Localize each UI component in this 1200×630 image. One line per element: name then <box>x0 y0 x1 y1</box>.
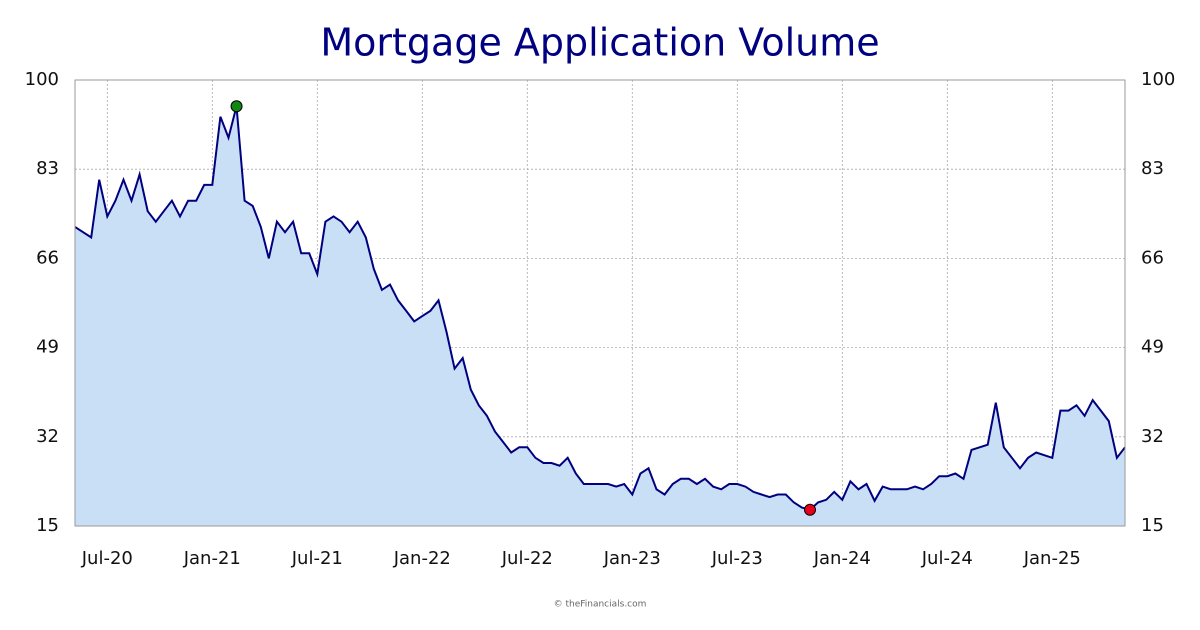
y-tick-label: 32 <box>36 426 59 447</box>
footer: © theFinancials.com <box>554 600 647 610</box>
plot-frame <box>74 79 1126 527</box>
y-tick-label: 100 <box>1141 69 1175 90</box>
y-tick-label: 66 <box>36 247 59 268</box>
x-tick-label: Jan-21 <box>183 548 241 569</box>
y-tick-label: 49 <box>1141 337 1164 358</box>
x-tick-label: Jul-23 <box>711 548 763 569</box>
y-tick-label: 32 <box>1141 426 1164 447</box>
line <box>74 105 1126 511</box>
x-tick-label: Jul-20 <box>81 548 133 569</box>
x-tick-label: Jul-21 <box>291 548 343 569</box>
y-tick-label: 15 <box>1141 515 1164 536</box>
y-tick-label: 66 <box>1141 247 1164 268</box>
y-tick-label: 15 <box>36 515 59 536</box>
x-tick-label: Jan-24 <box>813 548 871 569</box>
x-tick-label: Jan-25 <box>1023 548 1081 569</box>
y-tick-label: 83 <box>36 158 59 179</box>
y-tick-label: 83 <box>1141 158 1164 179</box>
chart-title: Mortgage Application Volume <box>320 21 879 65</box>
low-marker <box>804 503 816 516</box>
x-tick-label: Jul-24 <box>921 548 973 569</box>
high-marker <box>230 100 243 113</box>
x-tick-label: Jan-22 <box>393 548 451 569</box>
x-tick-label: Jul-22 <box>501 548 553 569</box>
y-tick-label: 49 <box>36 337 59 358</box>
area <box>75 106 1125 526</box>
x-tick-label: Jan-23 <box>603 548 661 569</box>
y-tick-label: 100 <box>25 69 59 90</box>
